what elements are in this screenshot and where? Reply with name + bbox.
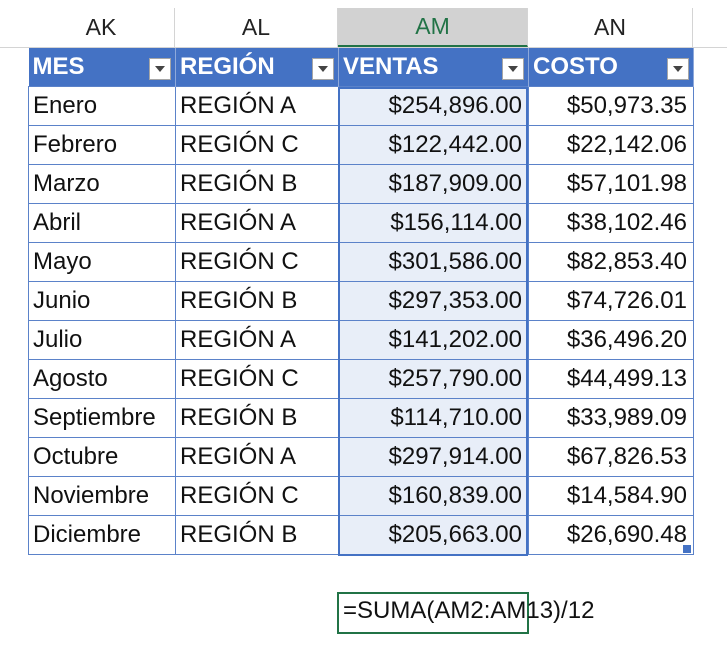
cell-ventas[interactable]: $301,586.00 <box>338 241 529 282</box>
filter-dropdown-icon[interactable] <box>149 58 171 80</box>
cell-mes[interactable]: Agosto <box>28 358 176 399</box>
table-row: Agosto REGIÓN C $257,790.00 $44,499.13 <box>28 358 694 399</box>
cell-costo[interactable]: $38,102.46 <box>528 202 694 243</box>
cell-mes[interactable]: Mayo <box>28 241 176 282</box>
cell-mes[interactable]: Abril <box>28 202 176 243</box>
cell-costo[interactable]: $50,973.35 <box>528 85 694 126</box>
header-mes: MES <box>28 48 176 86</box>
column-header-al[interactable]: AL <box>175 8 338 47</box>
cell-region[interactable]: REGIÓN C <box>175 475 339 516</box>
cell-mes[interactable]: Febrero <box>28 124 176 165</box>
header-region-label: REGIÓN <box>180 52 275 80</box>
cell-mes[interactable]: Junio <box>28 280 176 321</box>
cell-region[interactable]: REGIÓN B <box>175 397 339 438</box>
column-header-bar: AK AL AM AN <box>0 0 727 48</box>
cell-mes[interactable]: Septiembre <box>28 397 176 438</box>
cell-costo[interactable]: $36,496.20 <box>528 319 694 360</box>
table-row: Noviembre REGIÓN C $160,839.00 $14,584.90 <box>28 475 694 516</box>
formula-cell[interactable] <box>337 592 529 634</box>
table-header-row: MES REGIÓN VENTAS COSTO <box>28 48 694 86</box>
cell-region[interactable]: REGIÓN B <box>175 514 339 555</box>
formula-text: =SUMA(AM2:AM13)/12 <box>343 597 595 624</box>
cell-ventas[interactable]: $141,202.00 <box>338 319 529 360</box>
sales-table: MES REGIÓN VENTAS COSTO Enero REGIÓN A $25… <box>28 48 694 555</box>
cell-ventas[interactable]: $254,896.00 <box>338 85 529 126</box>
cell-ventas[interactable]: $122,442.00 <box>338 124 529 165</box>
header-costo-label: COSTO <box>533 52 618 80</box>
table-row: Octubre REGIÓN A $297,914.00 $67,826.53 <box>28 436 694 477</box>
table-row: Febrero REGIÓN C $122,442.00 $22,142.06 <box>28 124 694 165</box>
table-row: Julio REGIÓN A $141,202.00 $36,496.20 <box>28 319 694 360</box>
filter-dropdown-icon[interactable] <box>502 58 524 80</box>
cell-region[interactable]: REGIÓN B <box>175 280 339 321</box>
cell-mes[interactable]: Marzo <box>28 163 176 204</box>
cell-costo[interactable]: $33,989.09 <box>528 397 694 438</box>
header-ventas-label: VENTAS <box>343 52 439 80</box>
cell-mes[interactable]: Noviembre <box>28 475 176 516</box>
table-row: Diciembre REGIÓN B $205,663.00 $26,690.48 <box>28 514 694 555</box>
cell-ventas[interactable]: $297,914.00 <box>338 436 529 477</box>
cell-costo[interactable]: $57,101.98 <box>528 163 694 204</box>
cell-ventas[interactable]: $205,663.00 <box>338 514 529 555</box>
cell-mes[interactable]: Enero <box>28 85 176 126</box>
header-costo: COSTO <box>528 48 694 86</box>
header-ventas: VENTAS <box>338 48 529 86</box>
filter-dropdown-icon[interactable] <box>667 58 689 80</box>
cell-ventas[interactable]: $160,839.00 <box>338 475 529 516</box>
column-header-an[interactable]: AN <box>528 8 693 47</box>
cell-region[interactable]: REGIÓN C <box>175 241 339 282</box>
cell-region[interactable]: REGIÓN A <box>175 202 339 243</box>
table-resize-handle[interactable] <box>683 545 691 553</box>
cell-costo[interactable]: $22,142.06 <box>528 124 694 165</box>
cell-costo[interactable]: $44,499.13 <box>528 358 694 399</box>
table-row: Junio REGIÓN B $297,353.00 $74,726.01 <box>28 280 694 321</box>
cell-region[interactable]: REGIÓN C <box>175 358 339 399</box>
cell-ventas[interactable]: $297,353.00 <box>338 280 529 321</box>
table-row: Septiembre REGIÓN B $114,710.00 $33,989.09 <box>28 397 694 438</box>
cell-region[interactable]: REGIÓN A <box>175 319 339 360</box>
cell-region[interactable]: REGIÓN B <box>175 163 339 204</box>
header-region: REGIÓN <box>175 48 339 86</box>
column-header-ak[interactable]: AK <box>28 8 175 47</box>
cell-region[interactable]: REGIÓN A <box>175 436 339 477</box>
cell-ventas[interactable]: $156,114.00 <box>338 202 529 243</box>
cell-mes[interactable]: Octubre <box>28 436 176 477</box>
cell-costo[interactable]: $82,853.40 <box>528 241 694 282</box>
cell-mes[interactable]: Julio <box>28 319 176 360</box>
cell-ventas[interactable]: $114,710.00 <box>338 397 529 438</box>
cell-costo[interactable]: $67,826.53 <box>528 436 694 477</box>
table-row: Mayo REGIÓN C $301,586.00 $82,853.40 <box>28 241 694 282</box>
cell-mes[interactable]: Diciembre <box>28 514 176 555</box>
cell-costo[interactable]: $26,690.48 <box>528 514 694 555</box>
table-row: Marzo REGIÓN B $187,909.00 $57,101.98 <box>28 163 694 204</box>
table-row: Abril REGIÓN A $156,114.00 $38,102.46 <box>28 202 694 243</box>
cell-ventas[interactable]: $187,909.00 <box>338 163 529 204</box>
column-header-am[interactable]: AM <box>338 8 528 47</box>
cell-costo[interactable]: $74,726.01 <box>528 280 694 321</box>
cell-costo[interactable]: $14,584.90 <box>528 475 694 516</box>
header-mes-label: MES <box>32 52 85 80</box>
table-row: Enero REGIÓN A $254,896.00 $50,973.35 <box>28 85 694 126</box>
cell-region[interactable]: REGIÓN A <box>175 85 339 126</box>
cell-ventas[interactable]: $257,790.00 <box>338 358 529 399</box>
filter-dropdown-icon[interactable] <box>312 58 334 80</box>
cell-region[interactable]: REGIÓN C <box>175 124 339 165</box>
